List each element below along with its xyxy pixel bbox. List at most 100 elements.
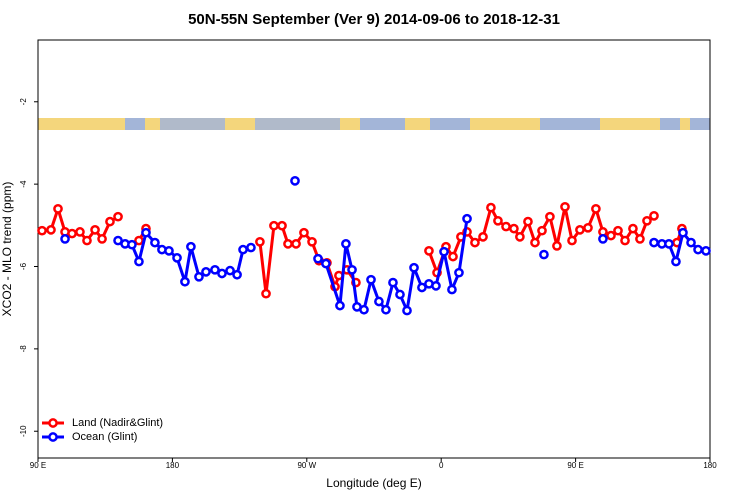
y-tick-label: -2 [19, 98, 28, 106]
data-point [150, 237, 160, 248]
legend-marker [48, 432, 58, 442]
data-point [105, 216, 115, 227]
data-point [255, 236, 265, 247]
data-point [201, 267, 211, 277]
y-tick-label: -10 [19, 425, 28, 437]
data-point [225, 265, 235, 276]
legend-marker [48, 418, 58, 428]
data-point [347, 264, 357, 275]
data-point [515, 232, 525, 242]
data-point [186, 241, 196, 252]
x-tick-label: 0 [439, 461, 444, 470]
data-point [374, 296, 384, 307]
data-point [307, 236, 317, 247]
data-point [82, 235, 92, 246]
legend-label: Ocean (Glint) [72, 431, 137, 443]
data-point [523, 216, 533, 227]
data-point [46, 225, 56, 235]
data-point [560, 201, 570, 212]
y-tick-label: -8 [19, 345, 28, 353]
data-point [701, 246, 711, 256]
data-point [90, 225, 100, 235]
data-point [583, 222, 593, 233]
data-point [291, 239, 301, 249]
x-tick-label: 180 [166, 461, 180, 470]
data-point [501, 221, 511, 232]
data-point [635, 234, 645, 244]
data-point [642, 215, 652, 226]
data-point [693, 244, 703, 255]
legend-label: Land (Nadir&Glint) [72, 417, 163, 429]
data-point [359, 304, 369, 315]
data-point [313, 253, 323, 264]
data-point [261, 288, 271, 299]
x-tick-label: 180 [703, 461, 717, 470]
data-point [277, 220, 287, 231]
data-point [75, 227, 85, 237]
data-point [591, 203, 601, 214]
data-point [448, 251, 458, 262]
data-point [335, 300, 345, 311]
data-point [478, 232, 488, 242]
data-point [341, 239, 351, 249]
series-line [41, 205, 684, 296]
data-point [388, 277, 398, 288]
data-point [217, 268, 227, 279]
x-tick-label: 90 E [30, 461, 46, 470]
data-point [238, 244, 248, 255]
data-point [486, 202, 496, 213]
data-point [454, 267, 464, 278]
data-point [164, 246, 174, 256]
chart-title: 50N-55N September (Ver 9) 2014-09-06 to … [188, 11, 560, 28]
data-point [509, 223, 519, 234]
data-point [431, 281, 441, 291]
data-point [447, 284, 457, 295]
data-point [194, 271, 204, 282]
data-point [60, 234, 70, 244]
data-point [439, 246, 449, 257]
data-point [67, 228, 77, 239]
x-tick-label: 90 W [297, 461, 316, 470]
data-point [620, 235, 630, 246]
data-point [417, 282, 427, 293]
data-point [232, 269, 242, 280]
data-point [283, 239, 293, 249]
data-point [628, 223, 638, 234]
y-axis-label: XCO2 - MLO trend (ppm) [0, 182, 14, 317]
data-point [172, 253, 182, 263]
data-point [366, 274, 376, 285]
data-point [575, 225, 585, 235]
data-point [686, 237, 696, 248]
data-point [462, 213, 472, 224]
data-point [299, 227, 309, 238]
y-tick-label: -4 [19, 180, 28, 188]
data-point [395, 289, 405, 300]
data-point [664, 239, 674, 249]
data-point [141, 227, 151, 238]
data-point [246, 242, 256, 253]
data-point [134, 256, 144, 267]
data-point [53, 203, 63, 214]
data-point [269, 220, 279, 231]
land-ocean-strip [38, 118, 710, 130]
data-point [127, 239, 137, 250]
data-point [530, 237, 540, 248]
data-point [537, 225, 547, 236]
data-point [545, 211, 555, 222]
data-point [37, 225, 47, 236]
data-point [649, 237, 659, 248]
data-point [552, 241, 562, 251]
data-point [649, 210, 659, 221]
data-point [409, 262, 419, 273]
data-point [606, 230, 616, 241]
data-point [97, 234, 107, 244]
data-point [539, 249, 549, 260]
data-point [598, 234, 608, 244]
x-tick-label: 90 E [567, 461, 583, 470]
data-point [678, 227, 688, 238]
data-point [290, 175, 300, 186]
data-point [210, 264, 220, 275]
plot-frame [37, 39, 711, 459]
data-point [567, 235, 577, 246]
